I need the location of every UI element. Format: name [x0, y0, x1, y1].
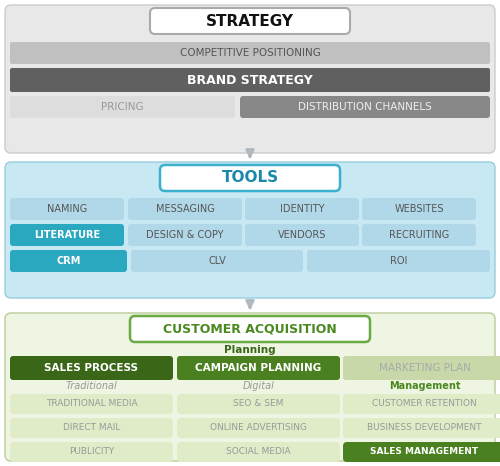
FancyBboxPatch shape: [343, 418, 500, 438]
FancyBboxPatch shape: [177, 394, 340, 414]
FancyBboxPatch shape: [10, 96, 235, 118]
Text: SALES MANAGEMENT: SALES MANAGEMENT: [370, 447, 478, 457]
Text: TOOLS: TOOLS: [222, 171, 278, 185]
Text: IDENTITY: IDENTITY: [280, 204, 324, 214]
Text: STRATEGY: STRATEGY: [206, 14, 294, 28]
FancyBboxPatch shape: [131, 250, 303, 272]
FancyBboxPatch shape: [10, 68, 490, 92]
FancyBboxPatch shape: [10, 224, 124, 246]
Text: VENDORS: VENDORS: [278, 230, 326, 240]
Text: CUSTOMER ACQUISITION: CUSTOMER ACQUISITION: [163, 322, 337, 336]
FancyBboxPatch shape: [5, 5, 495, 153]
FancyBboxPatch shape: [10, 198, 124, 220]
Text: CLV: CLV: [208, 256, 226, 266]
FancyBboxPatch shape: [177, 418, 340, 438]
FancyBboxPatch shape: [10, 250, 127, 272]
FancyBboxPatch shape: [362, 198, 476, 220]
FancyBboxPatch shape: [10, 394, 173, 414]
FancyBboxPatch shape: [130, 316, 370, 342]
Text: WEBSITES: WEBSITES: [394, 204, 444, 214]
FancyBboxPatch shape: [10, 418, 173, 438]
FancyBboxPatch shape: [160, 165, 340, 191]
Text: MESSAGING: MESSAGING: [156, 204, 214, 214]
Text: RECRUITING: RECRUITING: [389, 230, 449, 240]
Text: CAMPAIGN PLANNING: CAMPAIGN PLANNING: [196, 363, 322, 373]
Text: SEO & SEM: SEO & SEM: [234, 399, 283, 409]
Text: Digital: Digital: [242, 381, 274, 391]
Text: DISTRIBUTION CHANNELS: DISTRIBUTION CHANNELS: [298, 102, 432, 112]
FancyBboxPatch shape: [5, 162, 495, 298]
Text: SALES PROCESS: SALES PROCESS: [44, 363, 138, 373]
Text: PRICING: PRICING: [101, 102, 144, 112]
Text: MARKETING PLAN: MARKETING PLAN: [378, 363, 470, 373]
FancyBboxPatch shape: [343, 356, 500, 380]
Text: TRADITIONAL MEDIA: TRADITIONAL MEDIA: [46, 399, 138, 409]
Text: NAMING: NAMING: [47, 204, 87, 214]
Text: Planning: Planning: [224, 345, 276, 355]
Text: DESIGN & COPY: DESIGN & COPY: [146, 230, 224, 240]
Text: BUSINESS DEVELOPMENT: BUSINESS DEVELOPMENT: [367, 424, 482, 432]
FancyBboxPatch shape: [177, 356, 340, 380]
Text: DIRECT MAIL: DIRECT MAIL: [63, 424, 120, 432]
Text: LITERATURE: LITERATURE: [34, 230, 100, 240]
FancyBboxPatch shape: [150, 8, 350, 34]
FancyBboxPatch shape: [343, 394, 500, 414]
Text: COMPETITIVE POSITIONING: COMPETITIVE POSITIONING: [180, 48, 320, 58]
FancyBboxPatch shape: [5, 313, 495, 461]
Text: Traditional: Traditional: [66, 381, 118, 391]
FancyBboxPatch shape: [362, 224, 476, 246]
FancyBboxPatch shape: [245, 224, 359, 246]
FancyBboxPatch shape: [177, 442, 340, 462]
FancyBboxPatch shape: [10, 42, 490, 64]
Text: PUBLICITY: PUBLICITY: [69, 447, 114, 457]
FancyBboxPatch shape: [128, 224, 242, 246]
FancyBboxPatch shape: [307, 250, 490, 272]
FancyBboxPatch shape: [240, 96, 490, 118]
Text: Management: Management: [389, 381, 460, 391]
FancyBboxPatch shape: [343, 442, 500, 462]
Text: ROI: ROI: [390, 256, 407, 266]
FancyBboxPatch shape: [10, 442, 173, 462]
Text: CRM: CRM: [56, 256, 80, 266]
Text: CUSTOMER RETENTION: CUSTOMER RETENTION: [372, 399, 477, 409]
Text: SOCIAL MEDIA: SOCIAL MEDIA: [226, 447, 291, 457]
FancyBboxPatch shape: [128, 198, 242, 220]
Text: BRAND STRATEGY: BRAND STRATEGY: [187, 74, 313, 87]
Text: ONLINE ADVERTISING: ONLINE ADVERTISING: [210, 424, 307, 432]
FancyBboxPatch shape: [10, 356, 173, 380]
FancyBboxPatch shape: [245, 198, 359, 220]
